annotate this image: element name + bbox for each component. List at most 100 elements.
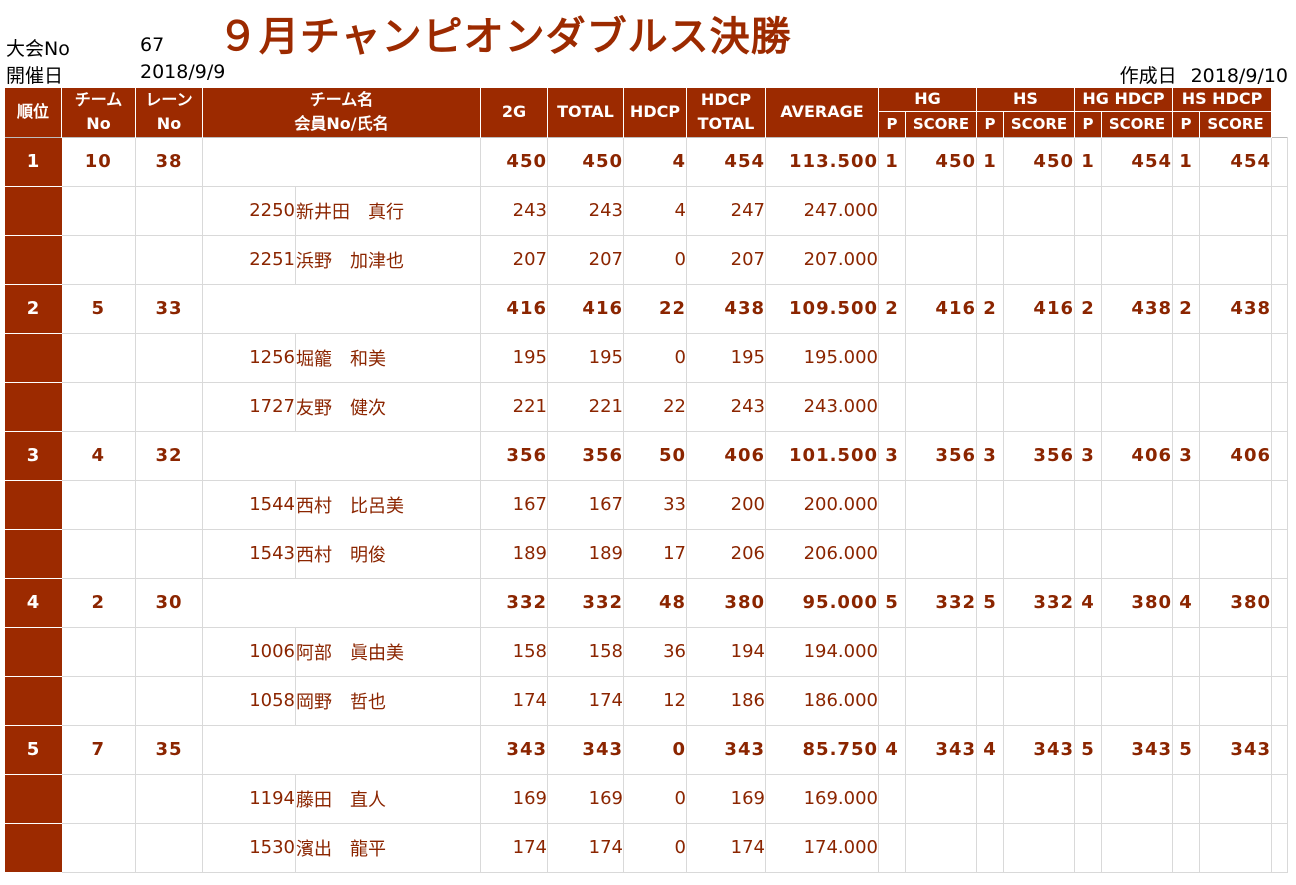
team-average-cell: 95.000 (765, 577, 879, 628)
member-hdcp-cell: 17 (623, 529, 687, 579)
empty-cell (1074, 529, 1102, 579)
member-average-cell: 243.000 (765, 382, 879, 432)
member-name-cell: 新井田 真行 (295, 186, 481, 236)
empty-cell (905, 382, 977, 432)
table-body: 1 10 38 450 450 4 454 113.500 1 450 1 450 1 454 1 454 22… (4, 136, 1288, 873)
rank-cell (4, 823, 62, 873)
hg-place-cell: 2 (878, 283, 906, 334)
member-no-cell: 1544 (202, 480, 296, 530)
spacer-cell (1271, 186, 1288, 236)
team-hdcp-cell: 50 (623, 430, 687, 481)
lane-no-cell: 32 (135, 430, 203, 481)
header-team-no-bottom: No (61, 111, 136, 137)
hg-hdcp-score-cell: 438 (1101, 283, 1173, 334)
empty-cell (905, 480, 977, 530)
member-hdcp-total-cell: 206 (686, 529, 766, 579)
hs-hdcp-place-cell: 2 (1172, 283, 1200, 334)
rank-cell: 5 (4, 724, 62, 775)
empty-cell (1199, 235, 1272, 285)
hs-score-cell: 416 (1003, 283, 1075, 334)
member-2g-cell: 221 (480, 382, 548, 432)
created-date: 作成日 2018/9/10 (1120, 61, 1288, 88)
header-total: TOTAL (547, 88, 624, 137)
empty-cell (1172, 333, 1200, 383)
empty-cell (905, 333, 977, 383)
spacer-cell (1271, 823, 1288, 873)
member-total-cell: 189 (547, 529, 624, 579)
team-name-cell (202, 430, 481, 481)
member-2g-cell: 174 (480, 823, 548, 873)
hs-hdcp-score-cell: 343 (1199, 724, 1272, 775)
empty-cell (1172, 480, 1200, 530)
event-date-value: 2018/9/9 (140, 61, 226, 83)
empty-cell (1003, 333, 1075, 383)
empty-cell (976, 627, 1004, 677)
header-hs-hdcp: HS HDCP (1172, 88, 1272, 111)
lane-no-cell (135, 627, 203, 677)
empty-cell (878, 186, 906, 236)
header-hs-score: SCORE (1003, 110, 1075, 137)
empty-cell (1074, 186, 1102, 236)
member-total-cell: 207 (547, 235, 624, 285)
header-lane-bottom: No (135, 111, 203, 137)
empty-cell (1101, 382, 1173, 432)
empty-cell (976, 823, 1004, 873)
member-name-cell: 濱出 龍平 (295, 823, 481, 873)
spacer-cell (1271, 627, 1288, 677)
team-average-cell: 101.500 (765, 430, 879, 481)
rank-cell (4, 774, 62, 824)
member-hdcp-total-cell: 200 (686, 480, 766, 530)
empty-cell (1199, 676, 1272, 726)
empty-cell (976, 480, 1004, 530)
member-hdcp-total-cell: 247 (686, 186, 766, 236)
team-total-cell: 356 (547, 430, 624, 481)
team-hdcp-total-cell: 380 (686, 577, 766, 628)
event-number-label: 大会No (6, 38, 70, 60)
team-2g-cell: 356 (480, 430, 548, 481)
empty-cell (905, 627, 977, 677)
member-name-cell: 岡野 哲也 (295, 676, 481, 726)
member-name-cell: 堀籠 和美 (295, 333, 481, 383)
member-average-cell: 174.000 (765, 823, 879, 873)
empty-cell (1101, 774, 1173, 824)
team-name-cell (202, 577, 481, 628)
spacer-cell (1271, 235, 1288, 285)
member-average-cell: 247.000 (765, 186, 879, 236)
hs-hdcp-place-cell: 1 (1172, 136, 1200, 187)
empty-cell (1003, 529, 1075, 579)
spacer-cell (1271, 283, 1288, 334)
page-title: ９月チャンピオンダブルス決勝 (218, 14, 792, 60)
team-no-cell: 2 (61, 577, 136, 628)
rank-cell: 4 (4, 577, 62, 628)
empty-cell (1074, 774, 1102, 824)
header-hg-p: P (878, 110, 906, 137)
team-total-cell: 416 (547, 283, 624, 334)
member-hdcp-cell: 33 (623, 480, 687, 530)
empty-cell (1199, 774, 1272, 824)
team-no-cell (61, 823, 136, 873)
hs-hdcp-score-cell: 438 (1199, 283, 1272, 334)
team-average-cell: 85.750 (765, 724, 879, 775)
member-hdcp-total-cell: 169 (686, 774, 766, 824)
lane-no-cell: 30 (135, 577, 203, 628)
rank-cell: 1 (4, 136, 62, 187)
rank-cell (4, 235, 62, 285)
empty-cell (1172, 529, 1200, 579)
rank-cell (4, 627, 62, 677)
team-2g-cell: 450 (480, 136, 548, 187)
empty-cell (878, 333, 906, 383)
hg-hdcp-place-cell: 5 (1074, 724, 1102, 775)
member-name-cell: 藤田 直人 (295, 774, 481, 824)
empty-cell (1003, 823, 1075, 873)
created-date-value: 2018/9/10 (1190, 65, 1288, 87)
header-hs: HS (976, 88, 1075, 111)
member-2g-cell: 174 (480, 676, 548, 726)
empty-cell (878, 235, 906, 285)
team-hdcp-total-cell: 438 (686, 283, 766, 334)
member-name-cell: 阿部 眞由美 (295, 627, 481, 677)
team-no-cell: 7 (61, 724, 136, 775)
header-hghd-p: P (1074, 110, 1102, 137)
member-row: 1543 西村 明俊 189 189 17 206 206.000 (4, 529, 1288, 579)
member-average-cell: 195.000 (765, 333, 879, 383)
empty-cell (1199, 382, 1272, 432)
